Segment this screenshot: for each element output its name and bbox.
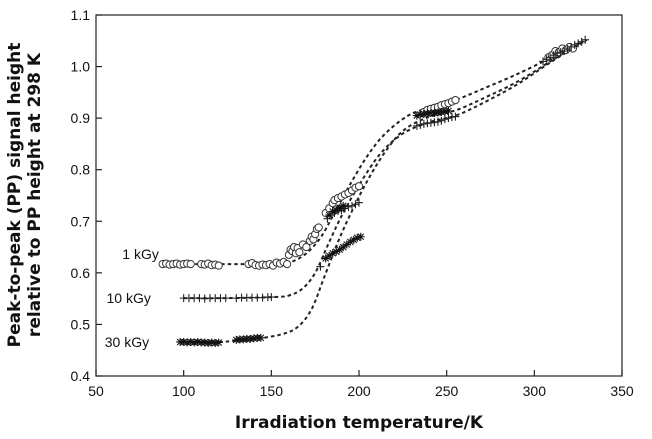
data-point-asterisk <box>328 207 337 216</box>
data-point-plus <box>546 53 555 62</box>
data-point-asterisk <box>321 254 330 263</box>
y-tick-label: 0.7 <box>71 213 91 229</box>
data-point-asterisk <box>356 232 365 241</box>
data-point-asterisk <box>256 333 265 342</box>
data-point-plus <box>221 294 230 303</box>
data-point-asterisk <box>342 240 351 249</box>
fit-curve <box>180 39 584 344</box>
data-point-plus <box>316 262 325 271</box>
x-tick-label: 150 <box>260 383 284 399</box>
x-tick-label: 200 <box>347 383 371 399</box>
x-tick-label: 300 <box>523 383 547 399</box>
data-point-asterisk <box>214 338 223 347</box>
fit-curves <box>162 38 588 344</box>
y-axis-title-line-1: Peak-to-peak (PP) signal height <box>5 43 25 348</box>
x-tick-label: 250 <box>435 383 459 399</box>
data-point-asterisk <box>346 237 355 246</box>
data-point-circle <box>302 242 311 252</box>
data-point-plus <box>553 49 562 58</box>
plot-area <box>95 14 623 377</box>
data-point-asterisk <box>328 249 337 258</box>
data-point-circle <box>186 259 195 269</box>
data-point-plus <box>433 117 442 126</box>
data-point-plus <box>451 112 460 121</box>
data-point-plus <box>542 55 551 64</box>
data-point-circle <box>295 248 304 257</box>
data-point-plus <box>563 45 572 54</box>
data-point-plus <box>560 47 569 56</box>
plot-frame <box>95 14 623 377</box>
data-point-circle <box>314 223 323 232</box>
series-label: 1 kGy <box>122 246 159 262</box>
data-point-asterisk <box>332 205 341 214</box>
data-point-plus <box>351 200 360 209</box>
data-point-plus <box>581 35 590 44</box>
x-tick-label: 350 <box>610 383 634 399</box>
data-point-plus <box>355 198 363 207</box>
data-point-plus <box>577 37 586 46</box>
data-point-plus <box>570 40 579 49</box>
series-label: 10 kGy <box>107 290 151 306</box>
data-point-plus <box>267 293 276 302</box>
axis-ticks: 50 100 150 200 250 300 350 0.4 0.5 0.6 0.7 0.8 0.9 1.… <box>71 7 634 399</box>
y-tick-label: 1.0 <box>71 59 91 75</box>
x-tick-label: 50 <box>88 383 104 399</box>
data-point-plus <box>437 116 446 125</box>
data-point-plus <box>323 214 332 223</box>
data-point-asterisk <box>335 203 344 212</box>
data-point-asterisk <box>332 247 341 256</box>
data-point-plus <box>567 42 576 51</box>
y-tick-label: 0.8 <box>71 162 91 178</box>
data-point-asterisk <box>339 243 348 252</box>
data-point-asterisk <box>349 235 358 244</box>
series-label: 30 kGy <box>105 334 149 350</box>
data-point-asterisk <box>325 251 334 260</box>
data-point-asterisk <box>339 201 348 210</box>
data-point-circle <box>283 259 292 269</box>
data-point-plus <box>412 121 421 130</box>
series-labels: 1 kGy 10 kGy 30 kGy <box>105 246 159 350</box>
y-tick-label: 0.4 <box>71 368 91 384</box>
data-markers <box>158 35 590 347</box>
y-tick-label: 0.6 <box>71 265 91 281</box>
y-tick-label: 0.9 <box>71 110 91 126</box>
y-axis-title-line-2: relative to PP height at 298 K <box>25 52 45 337</box>
data-point-plus <box>416 120 425 129</box>
data-point-plus <box>444 114 453 123</box>
data-point-asterisk <box>353 233 362 242</box>
data-point-plus <box>549 51 558 60</box>
x-axis-title: Irradiation temperature/K <box>235 413 484 433</box>
data-point-asterisk <box>444 106 453 115</box>
data-point-asterisk <box>325 211 334 220</box>
data-point-plus <box>440 115 449 124</box>
data-point-asterisk <box>335 245 344 254</box>
data-point-plus <box>347 201 356 210</box>
data-point-plus <box>539 57 548 66</box>
data-point-plus <box>344 202 353 211</box>
y-tick-label: 0.5 <box>71 316 91 332</box>
data-point-circle <box>214 261 223 270</box>
data-point-plus <box>556 48 565 57</box>
data-point-circle <box>354 182 364 191</box>
data-point-plus <box>574 39 583 48</box>
data-point-asterisk <box>412 111 421 120</box>
data-point-circle <box>451 95 460 105</box>
x-tick-label: 100 <box>172 383 196 399</box>
y-tick-label: 1.1 <box>71 7 91 23</box>
